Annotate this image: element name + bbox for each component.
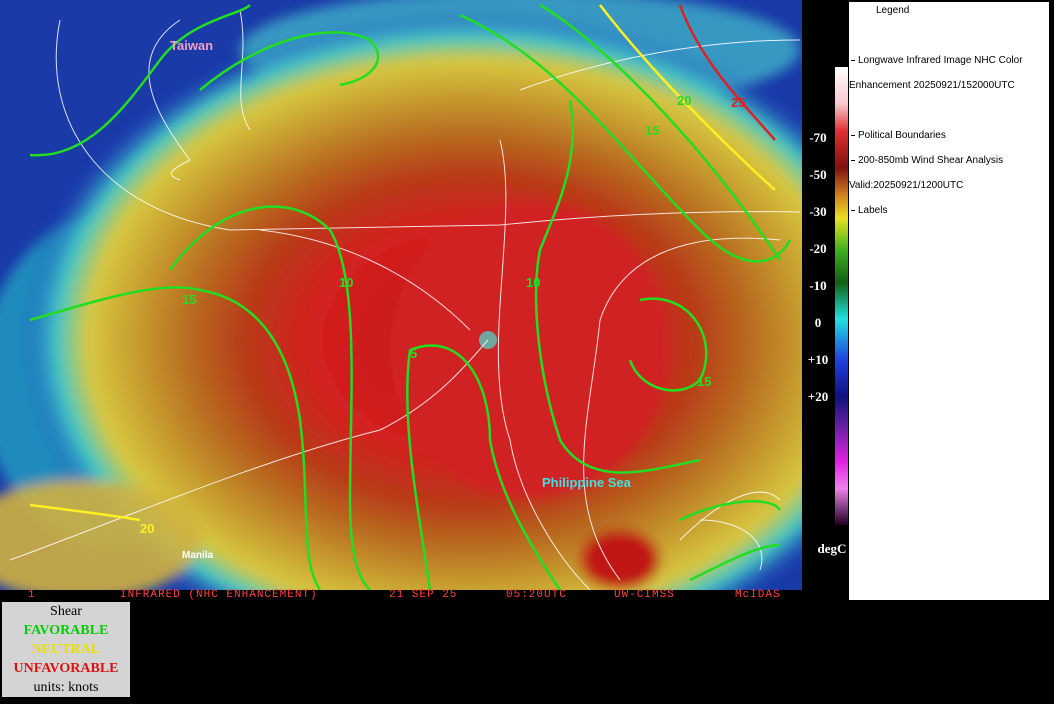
- shear-level: NEUTRAL: [31, 642, 101, 657]
- contour-label: 15: [645, 123, 659, 138]
- shear-level: UNFAVORABLE: [13, 661, 119, 676]
- contour-label: 15: [697, 374, 711, 389]
- scale-label: 0: [814, 315, 822, 330]
- status-text: 1: [28, 589, 36, 601]
- legend-item: Longwave Infrared Image NHC Color Enhanc…: [849, 48, 1045, 98]
- status-text: UW-CIMSS: [614, 589, 675, 601]
- scale-label: -70: [809, 130, 827, 145]
- place-label: Taiwan: [170, 38, 213, 53]
- color-bar: [835, 67, 848, 525]
- contour-label: 10: [526, 275, 540, 290]
- status-text: McIDAS: [735, 589, 781, 601]
- contour-label: 25: [731, 95, 745, 110]
- legend-item: 200-850mb Wind Shear Analysis Valid:2025…: [849, 148, 1045, 198]
- legend-text: Labels: [858, 205, 888, 216]
- contour-label: 10: [339, 275, 353, 290]
- legend-text: Longwave Infrared Image NHC Color Enhanc…: [849, 55, 1023, 91]
- place-label: Philippine Sea: [542, 475, 632, 490]
- legend-panel: Legend Longwave Infrared Image NHC Color…: [849, 2, 1049, 600]
- scale-label: +20: [807, 389, 829, 404]
- contour-label: 20: [677, 93, 691, 108]
- shear-title: Shear: [50, 604, 82, 619]
- scale-unit: degC: [817, 541, 847, 556]
- legend-item: Political Boundaries: [849, 123, 1045, 148]
- legend-title: Legend: [876, 5, 910, 16]
- satellite-map: Taiwan Manila Philippine Sea 20 25 15 10…: [0, 0, 802, 590]
- legend-text: Political Boundaries: [858, 130, 946, 141]
- legend-text: 200-850mb Wind Shear Analysis Valid:2025…: [849, 155, 1004, 191]
- status-text: 21 SEP 25: [389, 589, 458, 601]
- shear-units: units: knots: [33, 680, 99, 695]
- status-text: 05:20UTC: [506, 589, 567, 601]
- shear-key: Shear FAVORABLE NEUTRAL UNFAVORABLE unit…: [2, 602, 130, 697]
- contour-label: 5: [410, 346, 417, 361]
- scale-label: -10: [809, 278, 827, 293]
- contour-label: 15: [182, 292, 196, 307]
- scale-label: -20: [809, 241, 827, 256]
- scale-label: -50: [809, 167, 827, 182]
- status-text: INFRARED (NHC ENHANCEMENT): [120, 589, 318, 601]
- contour-label: 20: [140, 521, 154, 536]
- scale-label: +10: [807, 352, 829, 367]
- legend-item: Labels: [849, 198, 1045, 223]
- shear-level: FAVORABLE: [23, 623, 109, 638]
- scale-label: -30: [809, 204, 827, 219]
- place-label: Manila: [182, 550, 214, 561]
